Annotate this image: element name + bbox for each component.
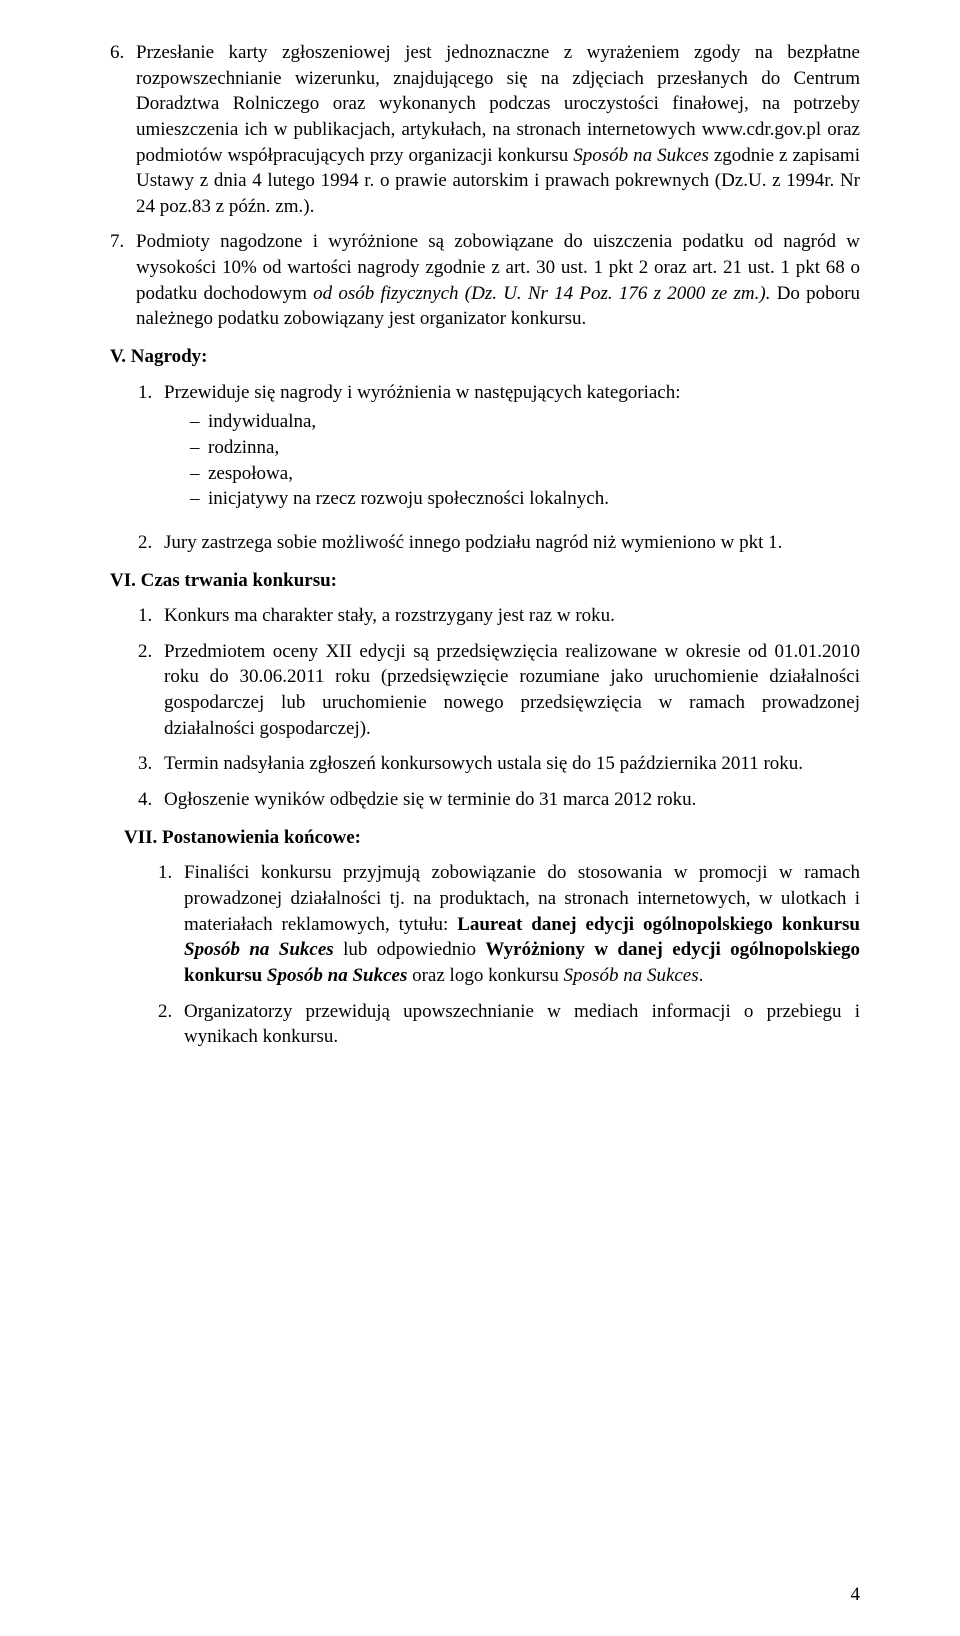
- item-body: Ogłoszenie wyników odbędzie się w termin…: [164, 787, 860, 813]
- text-bold: Laureat danej edycji ogólnopolskiego kon…: [457, 914, 860, 935]
- item-number: 7.: [110, 229, 136, 332]
- dash-mark: –: [190, 435, 208, 461]
- dash-list: –indywidualna, –rodzinna, –zespołowa, –i…: [164, 409, 860, 512]
- list-item-vi-1: 1. Konkurs ma charakter stały, a rozstrz…: [138, 603, 860, 629]
- item-body: Przesłanie karty zgłoszeniowej jest jedn…: [136, 40, 860, 219]
- dash-item: –rodzinna,: [190, 435, 860, 461]
- text: .: [699, 965, 704, 986]
- item-body: Organizatorzy przewidują upowszechnianie…: [184, 999, 860, 1050]
- item-number: 6.: [110, 40, 136, 219]
- section-vi-heading: VI. Czas trwania konkursu:: [110, 568, 860, 594]
- text-italic: Sposób na Sukces: [564, 965, 699, 986]
- item-body: Przedmiotem oceny XII edycji są przedsię…: [164, 639, 860, 742]
- item-number: 2.: [158, 999, 184, 1050]
- list-item-vii-2: 2. Organizatorzy przewidują upowszechnia…: [158, 999, 860, 1050]
- text: lub odpowiednio: [334, 939, 486, 960]
- text: Przewiduje się nagrody i wyróżnienia w n…: [164, 382, 681, 403]
- item-number: 1.: [138, 380, 164, 520]
- item-number: 3.: [138, 751, 164, 777]
- list-item-vi-3: 3. Termin nadsyłania zgłoszeń konkursowy…: [138, 751, 860, 777]
- list-item-6: 6. Przesłanie karty zgłoszeniowej jest j…: [110, 40, 860, 219]
- page-number: 4: [851, 1584, 861, 1606]
- text: oraz logo konkursu: [407, 965, 563, 986]
- item-body: Termin nadsyłania zgłoszeń konkursowych …: [164, 751, 860, 777]
- dash-item: –indywidualna,: [190, 409, 860, 435]
- text: tku dochodowym: [173, 283, 313, 304]
- dash-item: –inicjatywy na rzecz rozwoju społecznośc…: [190, 486, 860, 512]
- text-bold-italic: Sposób na Sukces: [267, 965, 407, 986]
- dash-item: –zespołowa,: [190, 461, 860, 487]
- dash-mark: –: [190, 409, 208, 435]
- list-item-vi-4: 4. Ogłoszenie wyników odbędzie się w ter…: [138, 787, 860, 813]
- text: zespołowa,: [208, 461, 860, 487]
- item-number: 4.: [138, 787, 164, 813]
- dash-mark: –: [190, 461, 208, 487]
- text: indywidualna,: [208, 409, 860, 435]
- list-item-v-2: 2. Jury zastrzega sobie możliwość innego…: [138, 530, 860, 556]
- list-item-vii-1: 1. Finaliści konkursu przyjmują zobowiąz…: [158, 860, 860, 988]
- list-item-vi-2: 2. Przedmiotem oceny XII edycji są przed…: [138, 639, 860, 742]
- item-body: Podmioty nagodzone i wyróżnione są zobow…: [136, 229, 860, 332]
- item-number: 2.: [138, 639, 164, 742]
- item-number: 1.: [138, 603, 164, 629]
- item-body: Jury zastrzega sobie możliwość innego po…: [164, 530, 860, 556]
- list-item-v-1: 1. Przewiduje się nagrody i wyróżnienia …: [138, 380, 860, 520]
- item-body: Finaliści konkursu przyjmują zobowiązani…: [184, 860, 860, 988]
- dash-mark: –: [190, 486, 208, 512]
- text-bold-italic: Sposób na Sukces: [184, 939, 334, 960]
- document-page: 6. Przesłanie karty zgłoszeniowej jest j…: [0, 0, 960, 1636]
- item-number: 1.: [158, 860, 184, 988]
- text: inicjatywy na rzecz rozwoju społeczności…: [208, 486, 860, 512]
- text: rodzinna,: [208, 435, 860, 461]
- url-text: www.cdr.gov.pl: [702, 119, 821, 140]
- item-number: 2.: [138, 530, 164, 556]
- list-item-7: 7. Podmioty nagodzone i wyróżnione są zo…: [110, 229, 860, 332]
- item-body: Przewiduje się nagrody i wyróżnienia w n…: [164, 380, 860, 520]
- section-vii-heading: VII. Postanowienia końcowe:: [124, 825, 860, 851]
- text-italic: Sposób na Sukces: [573, 145, 709, 166]
- item-body: Konkurs ma charakter stały, a rozstrzyga…: [164, 603, 860, 629]
- section-v-heading: V. Nagrody:: [110, 344, 860, 370]
- text-italic: od osób fizycznych (Dz. U. Nr 14 Poz. 17…: [313, 283, 770, 304]
